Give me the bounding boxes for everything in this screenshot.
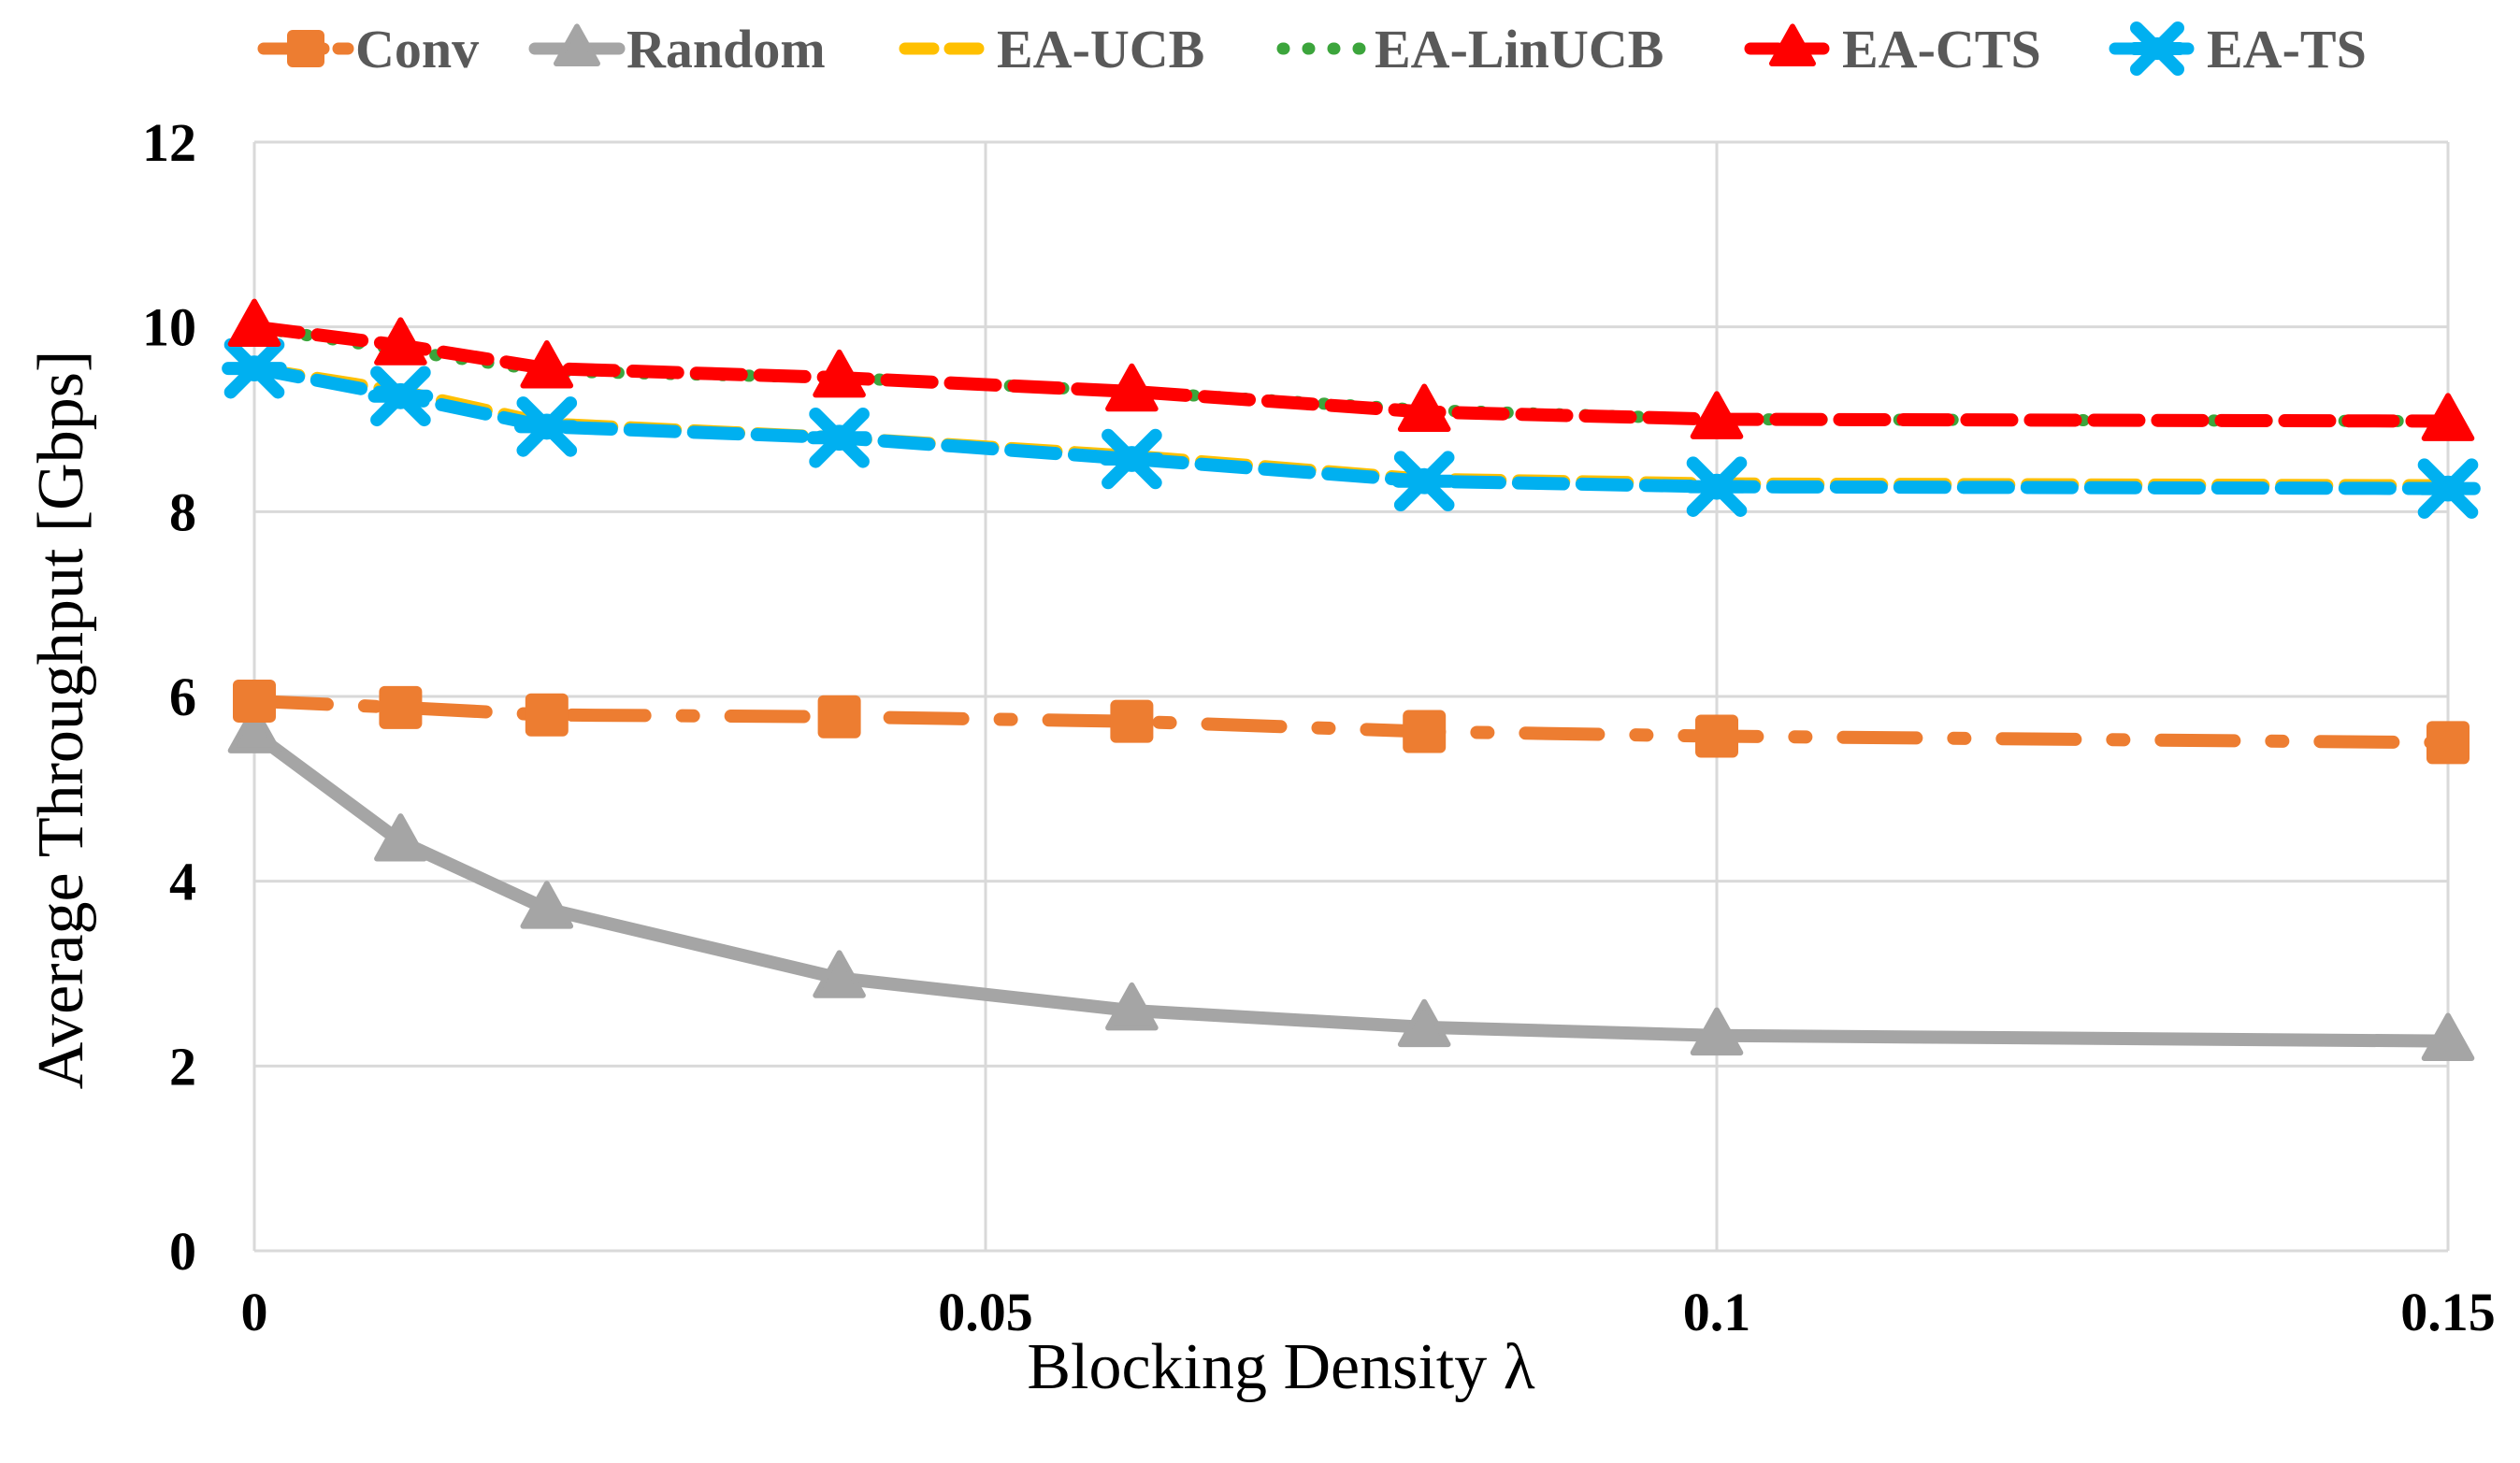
y-tick-label: 8 xyxy=(169,481,196,542)
data-point-conv xyxy=(1695,714,1738,758)
data-point-conv xyxy=(2426,721,2470,765)
data-point-ea-ts xyxy=(222,337,287,399)
data-point-conv xyxy=(379,685,423,729)
legend-label: EA-UCB xyxy=(997,19,1204,79)
data-point-random xyxy=(227,705,281,753)
data-point-ea-ts xyxy=(1099,428,1165,490)
data-point-ea-ts xyxy=(806,407,872,468)
legend-label: Random xyxy=(626,19,826,79)
data-point-ea-cts xyxy=(520,340,574,389)
y-tick-label: 12 xyxy=(142,112,196,173)
data-point-ea-ts xyxy=(2415,458,2481,519)
data-point-ea-cts xyxy=(374,317,427,366)
data-point-random xyxy=(1690,1007,1744,1056)
x-axis-title: Blocking Density λ xyxy=(1027,1331,1534,1403)
data-point-ea-ts xyxy=(367,366,434,427)
y-tick-label: 2 xyxy=(169,1036,196,1097)
gridlines xyxy=(252,140,2450,1253)
data-point-random xyxy=(374,813,427,862)
legend: Conv Random EA-UCB EA-LinUCB EA-CTS EA-TS xyxy=(257,19,2367,79)
legend-marker xyxy=(554,23,600,66)
y-axis-ticks: 0 2 4 6 8 10 12 xyxy=(142,112,196,1282)
data-point-ea-ts xyxy=(1391,451,1458,512)
data-point-ea-cts xyxy=(1690,391,1744,439)
legend-label: Conv xyxy=(355,19,479,79)
data-point-random xyxy=(813,950,866,998)
x-tick-label: 0.15 xyxy=(2400,1282,2496,1342)
data-point-ea-ts xyxy=(1684,456,1750,517)
legend-marker xyxy=(287,30,324,67)
x-tick-label: 0.1 xyxy=(1683,1282,1751,1342)
legend-marker xyxy=(1769,23,1816,66)
y-axis-title: Average Throughput [Gbps] xyxy=(25,351,97,1090)
data-point-random xyxy=(2421,1012,2475,1062)
series-ea-cts xyxy=(227,298,2475,441)
data-point-random xyxy=(1105,982,1159,1031)
legend-marker xyxy=(2127,22,2187,76)
series-line-ea-ts xyxy=(248,362,2455,495)
x-tick-label: 0 xyxy=(241,1282,268,1342)
legend-label: EA-TS xyxy=(2207,19,2367,79)
series-line-ea-cts xyxy=(248,320,2455,428)
y-tick-label: 10 xyxy=(142,297,196,358)
y-tick-label: 4 xyxy=(169,852,196,912)
data-point-ea-cts xyxy=(227,298,281,348)
data-point-ea-cts xyxy=(2421,393,2475,441)
data-point-ea-cts xyxy=(1105,363,1159,412)
legend-item-random: Random xyxy=(528,19,826,79)
legend-label: EA-LinUCB xyxy=(1375,19,1663,79)
data-point-conv xyxy=(233,679,276,723)
series-ea-ts xyxy=(222,337,2481,519)
data-point-conv xyxy=(525,693,569,737)
y-tick-label: 6 xyxy=(169,667,196,727)
x-tick-label: 0.05 xyxy=(938,1282,1033,1342)
data-point-ea-ts xyxy=(513,396,580,457)
legend-item-ea-cts: EA-CTS xyxy=(1744,19,2041,79)
data-point-random xyxy=(1397,998,1451,1048)
legend-item-ea-ts: EA-TS xyxy=(2109,19,2367,79)
data-point-conv xyxy=(1403,710,1447,753)
series-line-random xyxy=(248,726,2455,1048)
data-point-conv xyxy=(817,695,861,739)
x-axis-ticks: 0 0.05 0.1 0.15 xyxy=(241,1282,2496,1342)
data-point-random xyxy=(520,881,574,929)
series-random xyxy=(227,705,2475,1062)
legend-item-ea-linucb: EA-LinUCB xyxy=(1276,19,1663,79)
series-layer xyxy=(222,298,2481,1062)
data-point-ea-cts xyxy=(813,349,866,398)
data-point-conv xyxy=(1110,699,1154,743)
legend-label: EA-CTS xyxy=(1842,19,2041,79)
y-tick-label: 0 xyxy=(169,1221,196,1282)
series-line-conv xyxy=(248,694,2455,750)
series-conv xyxy=(233,679,2470,765)
legend-item-conv: Conv xyxy=(257,19,479,79)
legend-item-ea-ucb: EA-UCB xyxy=(899,19,1204,79)
data-point-ea-cts xyxy=(1397,383,1451,432)
